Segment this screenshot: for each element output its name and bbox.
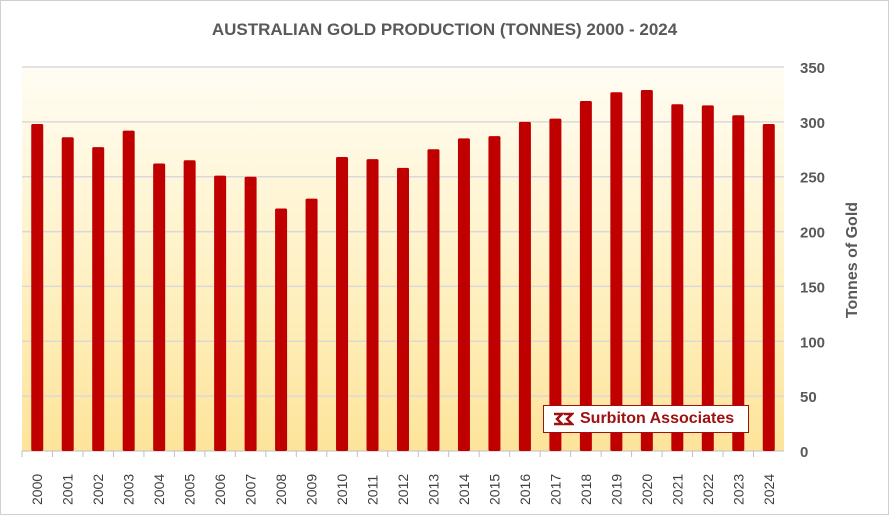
x-tick-label: 2012	[395, 474, 411, 505]
bar-2023	[732, 115, 745, 451]
bar-2008	[275, 208, 288, 451]
x-tick-label: 2006	[212, 474, 228, 505]
x-tick-label: 2018	[578, 474, 594, 505]
logo-icon	[554, 412, 574, 426]
bar-2006	[214, 175, 227, 452]
bar-2017	[549, 118, 562, 452]
x-tick-label: 2014	[456, 474, 472, 505]
y-axis-title: Tonnes of Gold	[844, 202, 861, 318]
bar-2009	[305, 198, 318, 451]
y-tick-label: 350	[800, 60, 825, 77]
x-tick-label: 2022	[700, 474, 716, 505]
bar-2018	[579, 101, 592, 452]
y-tick-label: 50	[800, 389, 817, 406]
x-tick-label: 2020	[639, 474, 655, 505]
x-tick-label: 2023	[730, 474, 746, 505]
watermark-logo: Surbiton Associates	[543, 405, 749, 433]
bar-2003	[122, 130, 135, 452]
bar-2024	[762, 124, 775, 452]
bar-2002	[92, 147, 105, 451]
chart-title: AUSTRALIAN GOLD PRODUCTION (TONNES) 2000…	[211, 20, 678, 39]
bar-2011	[366, 159, 379, 451]
y-tick-label: 200	[800, 225, 825, 242]
bar-2013	[427, 149, 440, 452]
bar-2007	[244, 176, 257, 451]
x-tick-label: 2024	[761, 474, 777, 505]
x-tick-label: 2002	[90, 474, 106, 505]
x-tick-label: 2010	[334, 474, 350, 505]
bar-2010	[336, 156, 349, 452]
x-tick-label: 2003	[121, 474, 137, 505]
x-tick-label: 2008	[273, 474, 289, 505]
y-tick-label: 100	[800, 334, 825, 351]
x-tick-label: 2019	[608, 474, 624, 505]
y-tick-label: 250	[800, 170, 825, 187]
x-tick-label: 2015	[486, 474, 502, 505]
x-tick-label: 2009	[304, 474, 320, 505]
bar-2019	[610, 92, 623, 451]
y-tick-label: 0	[800, 444, 808, 461]
bar-2020	[640, 90, 653, 451]
bar-2000	[31, 124, 44, 452]
bar-2012	[397, 167, 409, 452]
x-tick-label: 2000	[29, 474, 45, 505]
y-tick-label: 150	[800, 279, 825, 296]
bar-2022	[701, 105, 714, 452]
x-tick-label: 2007	[243, 474, 259, 505]
x-tick-label: 2005	[182, 474, 198, 505]
x-tick-label: 2011	[365, 475, 381, 505]
y-tick-label: 300	[800, 115, 825, 132]
bar-2016	[518, 121, 531, 451]
bar-2001	[61, 137, 74, 451]
x-tick-label: 2016	[517, 474, 533, 505]
bar-2004	[153, 163, 166, 451]
bar-2014	[457, 138, 470, 452]
x-tick-label: 2017	[547, 474, 563, 505]
x-tick-label: 2001	[60, 474, 76, 505]
x-tick-label: 2004	[151, 474, 167, 505]
bar-2015	[488, 136, 501, 451]
x-tick-label: 2021	[669, 474, 685, 505]
bar-2005	[183, 160, 196, 451]
bar-2021	[671, 104, 684, 451]
watermark-text: Surbiton Associates	[580, 410, 735, 427]
x-tick-label: 2013	[425, 474, 441, 505]
